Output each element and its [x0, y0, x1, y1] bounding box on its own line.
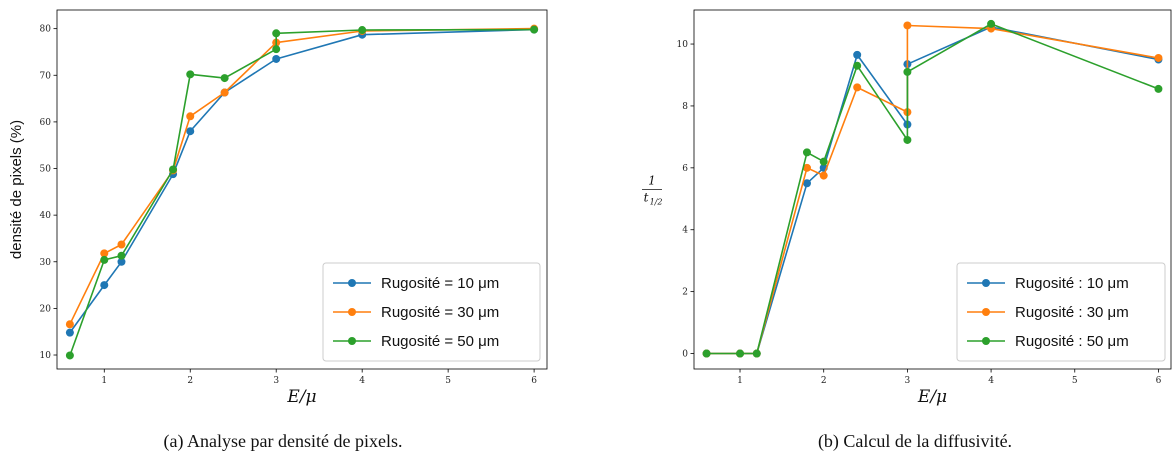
data-point: [987, 19, 996, 28]
x-tick-label: 5: [445, 376, 451, 386]
legend-label: Rugosité : 30 μm: [1015, 304, 1129, 321]
plot-frame: [693, 9, 1172, 370]
x-tick-label: 6: [531, 376, 537, 386]
y-tick-label: 60: [40, 118, 52, 128]
data-point: [853, 50, 862, 59]
data-point: [853, 61, 862, 70]
y-tick-label: 70: [40, 71, 52, 81]
data-point: [802, 148, 811, 157]
y-tick-label: 4: [682, 226, 688, 236]
x-axis-label: E/μ: [917, 387, 947, 407]
chart-a-density: 1 2 3 4 5 6 10 20 30 40 50 60 70 80 E/μ densité de pixe…: [8, 9, 548, 452]
data-point: [1154, 84, 1163, 93]
y-tick-label: 8: [682, 102, 688, 112]
data-point: [65, 320, 74, 329]
legend-label: Rugosité = 50 μm: [381, 333, 499, 350]
legend-marker: [348, 308, 356, 316]
y-tick-label: 30: [40, 258, 52, 268]
y-tick-label: 2: [682, 288, 688, 298]
data-point: [65, 351, 74, 360]
data-point: [65, 328, 74, 337]
data-point: [100, 281, 109, 290]
data-point: [186, 112, 195, 121]
y-tick-label: 20: [40, 304, 52, 314]
plot-frame: [56, 9, 548, 370]
y-tick-label: 0: [682, 350, 688, 360]
data-point: [117, 257, 126, 266]
y-axis-label: densité de pixels (%): [8, 120, 25, 259]
legend-label: Rugosité : 10 μm: [1015, 275, 1129, 292]
data-point: [220, 74, 229, 83]
figure-caption: (b) Calcul de la diffusivité.: [818, 431, 1012, 452]
x-tick-label: 3: [905, 376, 911, 386]
legend-label: Rugosité : 50 μm: [1015, 333, 1129, 350]
data-point: [186, 127, 195, 136]
y-axis-label-subscript: 1/2: [650, 198, 663, 207]
x-tick-label: 4: [988, 376, 994, 386]
data-point: [272, 54, 281, 63]
data-point: [752, 349, 761, 358]
y-tick-label: 10: [40, 351, 52, 361]
y-tick-label: 40: [40, 211, 52, 221]
data-point: [903, 67, 912, 76]
data-point: [903, 135, 912, 144]
data-point: [736, 349, 745, 358]
data-point: [272, 45, 281, 54]
x-tick-label: 6: [1156, 376, 1162, 386]
series-line-3: [706, 23, 1159, 355]
legend-box: [322, 262, 541, 362]
data-point: [903, 21, 912, 30]
legend-box: [956, 262, 1166, 362]
y-tick-label: 80: [40, 25, 52, 35]
data-point: [802, 179, 811, 188]
data-point: [802, 163, 811, 172]
x-tick-label: 4: [359, 376, 365, 386]
legend-label: Rugosité = 10 μm: [381, 275, 499, 292]
data-point: [1154, 53, 1163, 62]
x-tick-label: 5: [1072, 376, 1078, 386]
data-point: [272, 29, 281, 38]
data-point: [169, 165, 178, 174]
legend-marker: [982, 308, 990, 316]
data-point: [853, 83, 862, 92]
legend-label: Rugosité = 30 μm: [381, 304, 499, 321]
figure-caption: (a) Analyse par densité de pixels.: [164, 431, 403, 452]
y-tick-label: 10: [677, 40, 689, 50]
data-point: [100, 249, 109, 258]
x-tick-label: 1: [737, 376, 743, 386]
legend-marker: [348, 279, 356, 287]
chart-b-diffusivity: 1 2 3 4 5 6 0 2 4 6 8 10 E/μ 1 t 1/2 Rugosité : 10 μm Rug…: [642, 9, 1172, 452]
data-point: [220, 88, 229, 97]
data-point: [819, 157, 828, 166]
data-point: [117, 251, 126, 260]
data-point: [100, 255, 109, 264]
x-tick-label: 1: [101, 376, 107, 386]
y-tick-label: 6: [682, 164, 688, 174]
x-tick-label: 2: [187, 376, 193, 386]
legend-marker: [348, 337, 356, 345]
data-point: [117, 240, 126, 249]
legend-marker: [982, 279, 990, 287]
series-line-3: [69, 28, 535, 356]
data-point: [819, 171, 828, 180]
data-point: [186, 70, 195, 79]
data-point: [530, 25, 539, 34]
y-axis-label-denominator: t: [644, 191, 649, 205]
legend-marker: [982, 337, 990, 345]
y-tick-label: 50: [40, 165, 52, 175]
x-tick-label: 3: [273, 376, 279, 386]
x-tick-label: 2: [821, 376, 827, 386]
data-point: [702, 349, 711, 358]
y-axis-label-numerator: 1: [648, 174, 656, 188]
data-point: [358, 26, 367, 35]
x-axis-label: E/μ: [286, 387, 316, 407]
